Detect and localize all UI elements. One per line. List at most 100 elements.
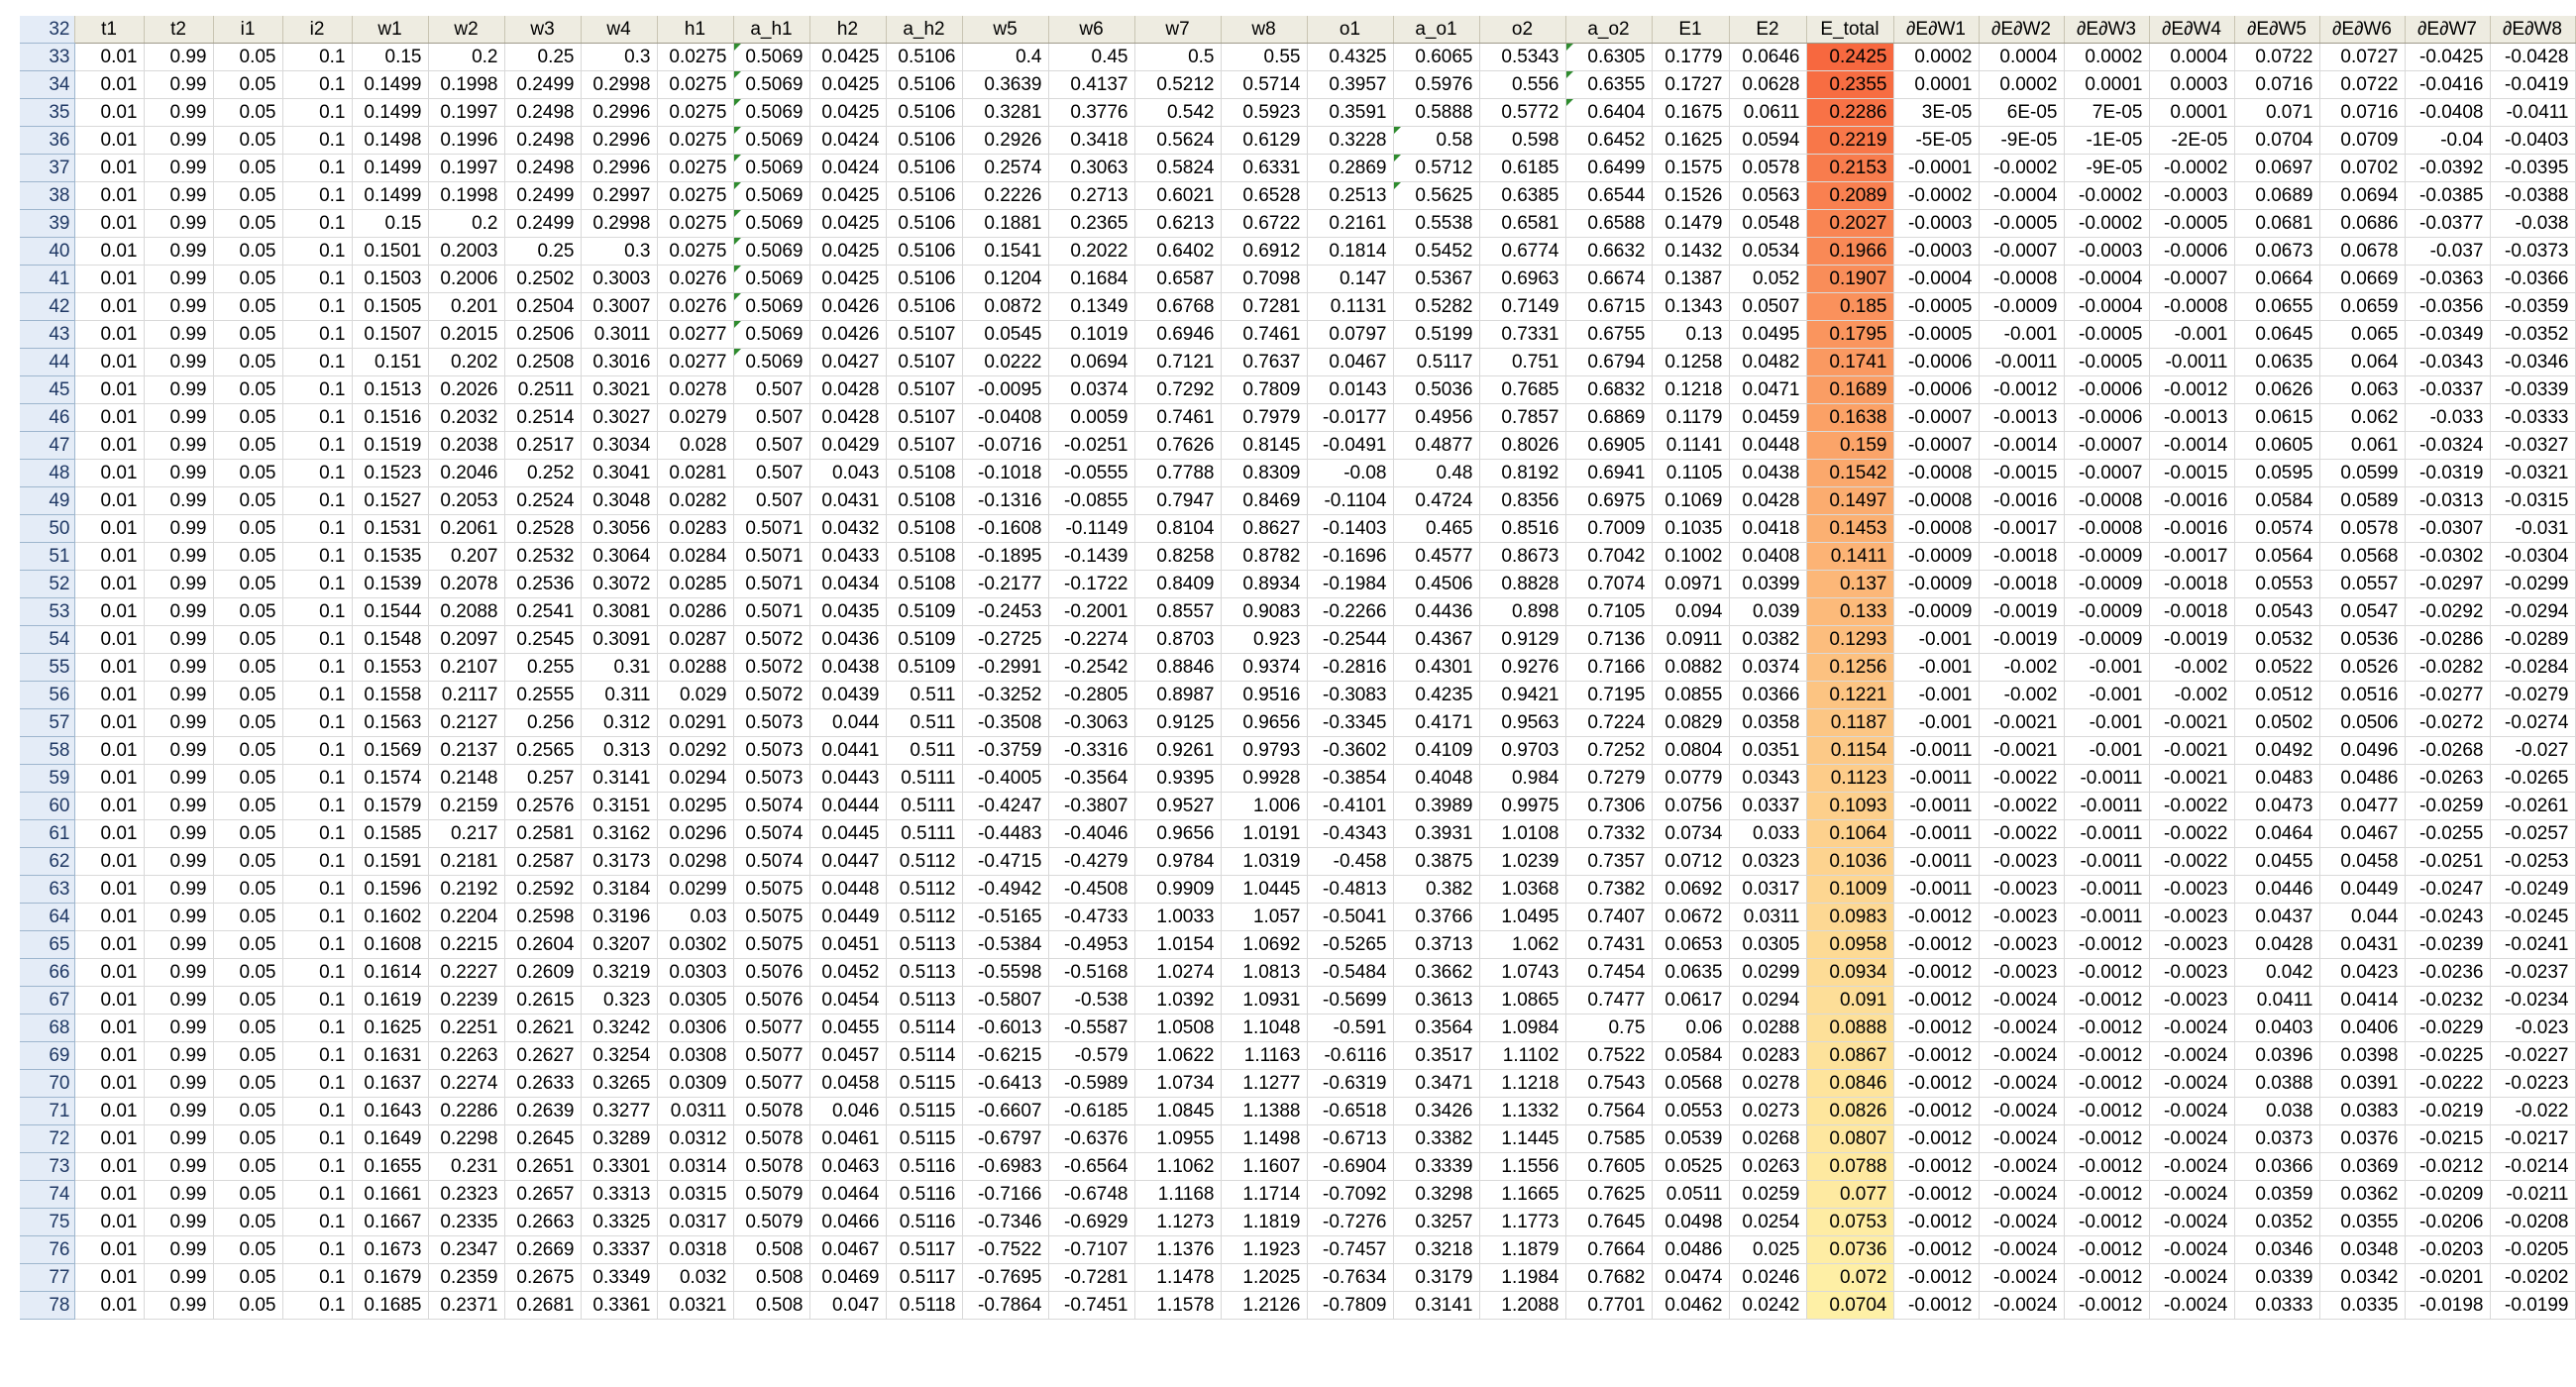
- cell-dedw7[interactable]: -0.0236: [2405, 958, 2491, 987]
- cell-dedw5[interactable]: 0.071: [2234, 98, 2320, 127]
- cell-w4[interactable]: 0.3041: [581, 459, 658, 487]
- cell-dedw8[interactable]: -0.0321: [2490, 459, 2576, 487]
- cell-w7[interactable]: 0.8258: [1134, 542, 1222, 571]
- cell-a-h2[interactable]: 0.5107: [886, 403, 963, 432]
- cell-w5[interactable]: -0.4715: [962, 847, 1049, 876]
- row-number[interactable]: 70: [20, 1069, 75, 1098]
- cell-a-o1[interactable]: 0.3766: [1393, 903, 1480, 931]
- cell-dedw8[interactable]: -0.0299: [2490, 570, 2576, 598]
- cell-dedw2[interactable]: -0.0005: [1979, 209, 2065, 238]
- cell-w6[interactable]: -0.7107: [1048, 1235, 1135, 1264]
- cell-dedw7[interactable]: -0.0255: [2405, 819, 2491, 848]
- cell-e2[interactable]: 0.0273: [1729, 1097, 1807, 1125]
- cell-e1[interactable]: 0.1432: [1652, 237, 1730, 266]
- cell-w1[interactable]: 0.1602: [352, 903, 429, 931]
- cell-dedw5[interactable]: 0.0333: [2234, 1291, 2320, 1320]
- cell-e1[interactable]: 0.1035: [1652, 514, 1730, 543]
- cell-a-o1[interactable]: 0.3257: [1393, 1208, 1480, 1236]
- cell-w6[interactable]: 0.3063: [1048, 154, 1135, 182]
- cell-dedw8[interactable]: -0.038: [2490, 209, 2576, 238]
- cell-dedw3[interactable]: -0.0011: [2064, 819, 2150, 848]
- cell-w3[interactable]: 0.2545: [504, 625, 582, 654]
- cell-w1[interactable]: 0.1527: [352, 486, 429, 515]
- cell-e2[interactable]: 0.0305: [1729, 930, 1807, 959]
- cell-w8[interactable]: 0.7637: [1221, 348, 1308, 376]
- cell-dedw7[interactable]: -0.0343: [2405, 348, 2491, 376]
- cell-w3[interactable]: 0.2598: [504, 903, 582, 931]
- cell-w3[interactable]: 0.2517: [504, 431, 582, 460]
- cell-w2[interactable]: 0.2032: [428, 403, 505, 432]
- cell-w3[interactable]: 0.2514: [504, 403, 582, 432]
- cell-w5[interactable]: -0.7695: [962, 1263, 1049, 1292]
- cell-i2[interactable]: 0.1: [282, 1097, 353, 1125]
- cell-w3[interactable]: 0.2555: [504, 681, 582, 709]
- cell-dedw1[interactable]: -0.0011: [1893, 819, 1980, 848]
- cell-o2[interactable]: 0.8026: [1479, 431, 1566, 460]
- cell-w6[interactable]: -0.2805: [1048, 681, 1135, 709]
- cell-e1[interactable]: 0.1343: [1652, 292, 1730, 321]
- cell-e1[interactable]: 0.0539: [1652, 1124, 1730, 1153]
- cell-o2[interactable]: 1.0984: [1479, 1014, 1566, 1042]
- cell-dedw5[interactable]: 0.0615: [2234, 403, 2320, 432]
- cell-w3[interactable]: 0.2663: [504, 1208, 582, 1236]
- cell-dedw1[interactable]: -0.0012: [1893, 1235, 1980, 1264]
- cell-h2[interactable]: 0.0444: [809, 792, 887, 820]
- cell-t2[interactable]: 0.99: [144, 1180, 214, 1209]
- cell-i2[interactable]: 0.1: [282, 1263, 353, 1292]
- cell-w4[interactable]: 0.3207: [581, 930, 658, 959]
- cell-w6[interactable]: -0.3807: [1048, 792, 1135, 820]
- cell-t2[interactable]: 0.99: [144, 403, 214, 432]
- cell-a-h1[interactable]: 0.5078: [733, 1124, 810, 1153]
- cell-dedw4[interactable]: -0.0012: [2149, 375, 2235, 404]
- cell-e2[interactable]: 0.0448: [1729, 431, 1807, 460]
- cell-w2[interactable]: 0.2006: [428, 265, 505, 293]
- cell-dedw7[interactable]: -0.0408: [2405, 98, 2491, 127]
- cell-dedw8[interactable]: -0.0284: [2490, 653, 2576, 682]
- cell-dedw3[interactable]: -0.0005: [2064, 348, 2150, 376]
- cell-dedw6[interactable]: 0.0727: [2319, 43, 2406, 71]
- cell-dedw2[interactable]: -0.0024: [1979, 1235, 2065, 1264]
- cell-w1[interactable]: 0.1535: [352, 542, 429, 571]
- row-number[interactable]: 55: [20, 653, 75, 682]
- cell-h1[interactable]: 0.0275: [657, 70, 734, 99]
- cell-w5[interactable]: 0.2926: [962, 126, 1049, 155]
- cell-dedw8[interactable]: -0.0245: [2490, 903, 2576, 931]
- cell-a-o2[interactable]: 0.7195: [1565, 681, 1653, 709]
- cell-i1[interactable]: 0.05: [213, 570, 283, 598]
- cell-h1[interactable]: 0.0283: [657, 514, 734, 543]
- cell-a-h2[interactable]: 0.5106: [886, 265, 963, 293]
- cell-t2[interactable]: 0.99: [144, 1152, 214, 1181]
- cell-t2[interactable]: 0.99: [144, 764, 214, 793]
- cell-dedw2[interactable]: -0.0018: [1979, 570, 2065, 598]
- cell-t1[interactable]: 0.01: [74, 1180, 145, 1209]
- cell-i1[interactable]: 0.05: [213, 930, 283, 959]
- cell-dedw1[interactable]: -0.0011: [1893, 847, 1980, 876]
- cell-a-o2[interactable]: 0.6905: [1565, 431, 1653, 460]
- cell-i2[interactable]: 0.1: [282, 708, 353, 737]
- cell-w5[interactable]: 0.3281: [962, 98, 1049, 127]
- cell-dedw7[interactable]: -0.0416: [2405, 70, 2491, 99]
- cell-a-h2[interactable]: 0.511: [886, 736, 963, 765]
- cell-e1[interactable]: 0.1002: [1652, 542, 1730, 571]
- cell-dedw7[interactable]: -0.0324: [2405, 431, 2491, 460]
- cell-w7[interactable]: 1.1376: [1134, 1235, 1222, 1264]
- cell-dedw1[interactable]: -5E-05: [1893, 126, 1980, 155]
- cell-t1[interactable]: 0.01: [74, 653, 145, 682]
- cell-w6[interactable]: -0.1722: [1048, 570, 1135, 598]
- cell-dedw7[interactable]: -0.0302: [2405, 542, 2491, 571]
- cell-e-total[interactable]: 0.2027: [1806, 209, 1894, 238]
- cell-dedw4[interactable]: -0.0013: [2149, 403, 2235, 432]
- cell-o1[interactable]: 0.1814: [1307, 237, 1394, 266]
- cell-h2[interactable]: 0.0443: [809, 764, 887, 793]
- cell-dedw5[interactable]: 0.0346: [2234, 1235, 2320, 1264]
- cell-a-h2[interactable]: 0.5109: [886, 625, 963, 654]
- cell-w1[interactable]: 0.1548: [352, 625, 429, 654]
- cell-h1[interactable]: 0.0287: [657, 625, 734, 654]
- cell-a-o1[interactable]: 0.4048: [1393, 764, 1480, 793]
- cell-o1[interactable]: -0.1104: [1307, 486, 1394, 515]
- cell-w5[interactable]: -0.4247: [962, 792, 1049, 820]
- cell-h1[interactable]: 0.0303: [657, 958, 734, 987]
- cell-a-h2[interactable]: 0.5114: [886, 1041, 963, 1070]
- cell-e-total[interactable]: 0.0736: [1806, 1235, 1894, 1264]
- cell-dedw6[interactable]: 0.0398: [2319, 1041, 2406, 1070]
